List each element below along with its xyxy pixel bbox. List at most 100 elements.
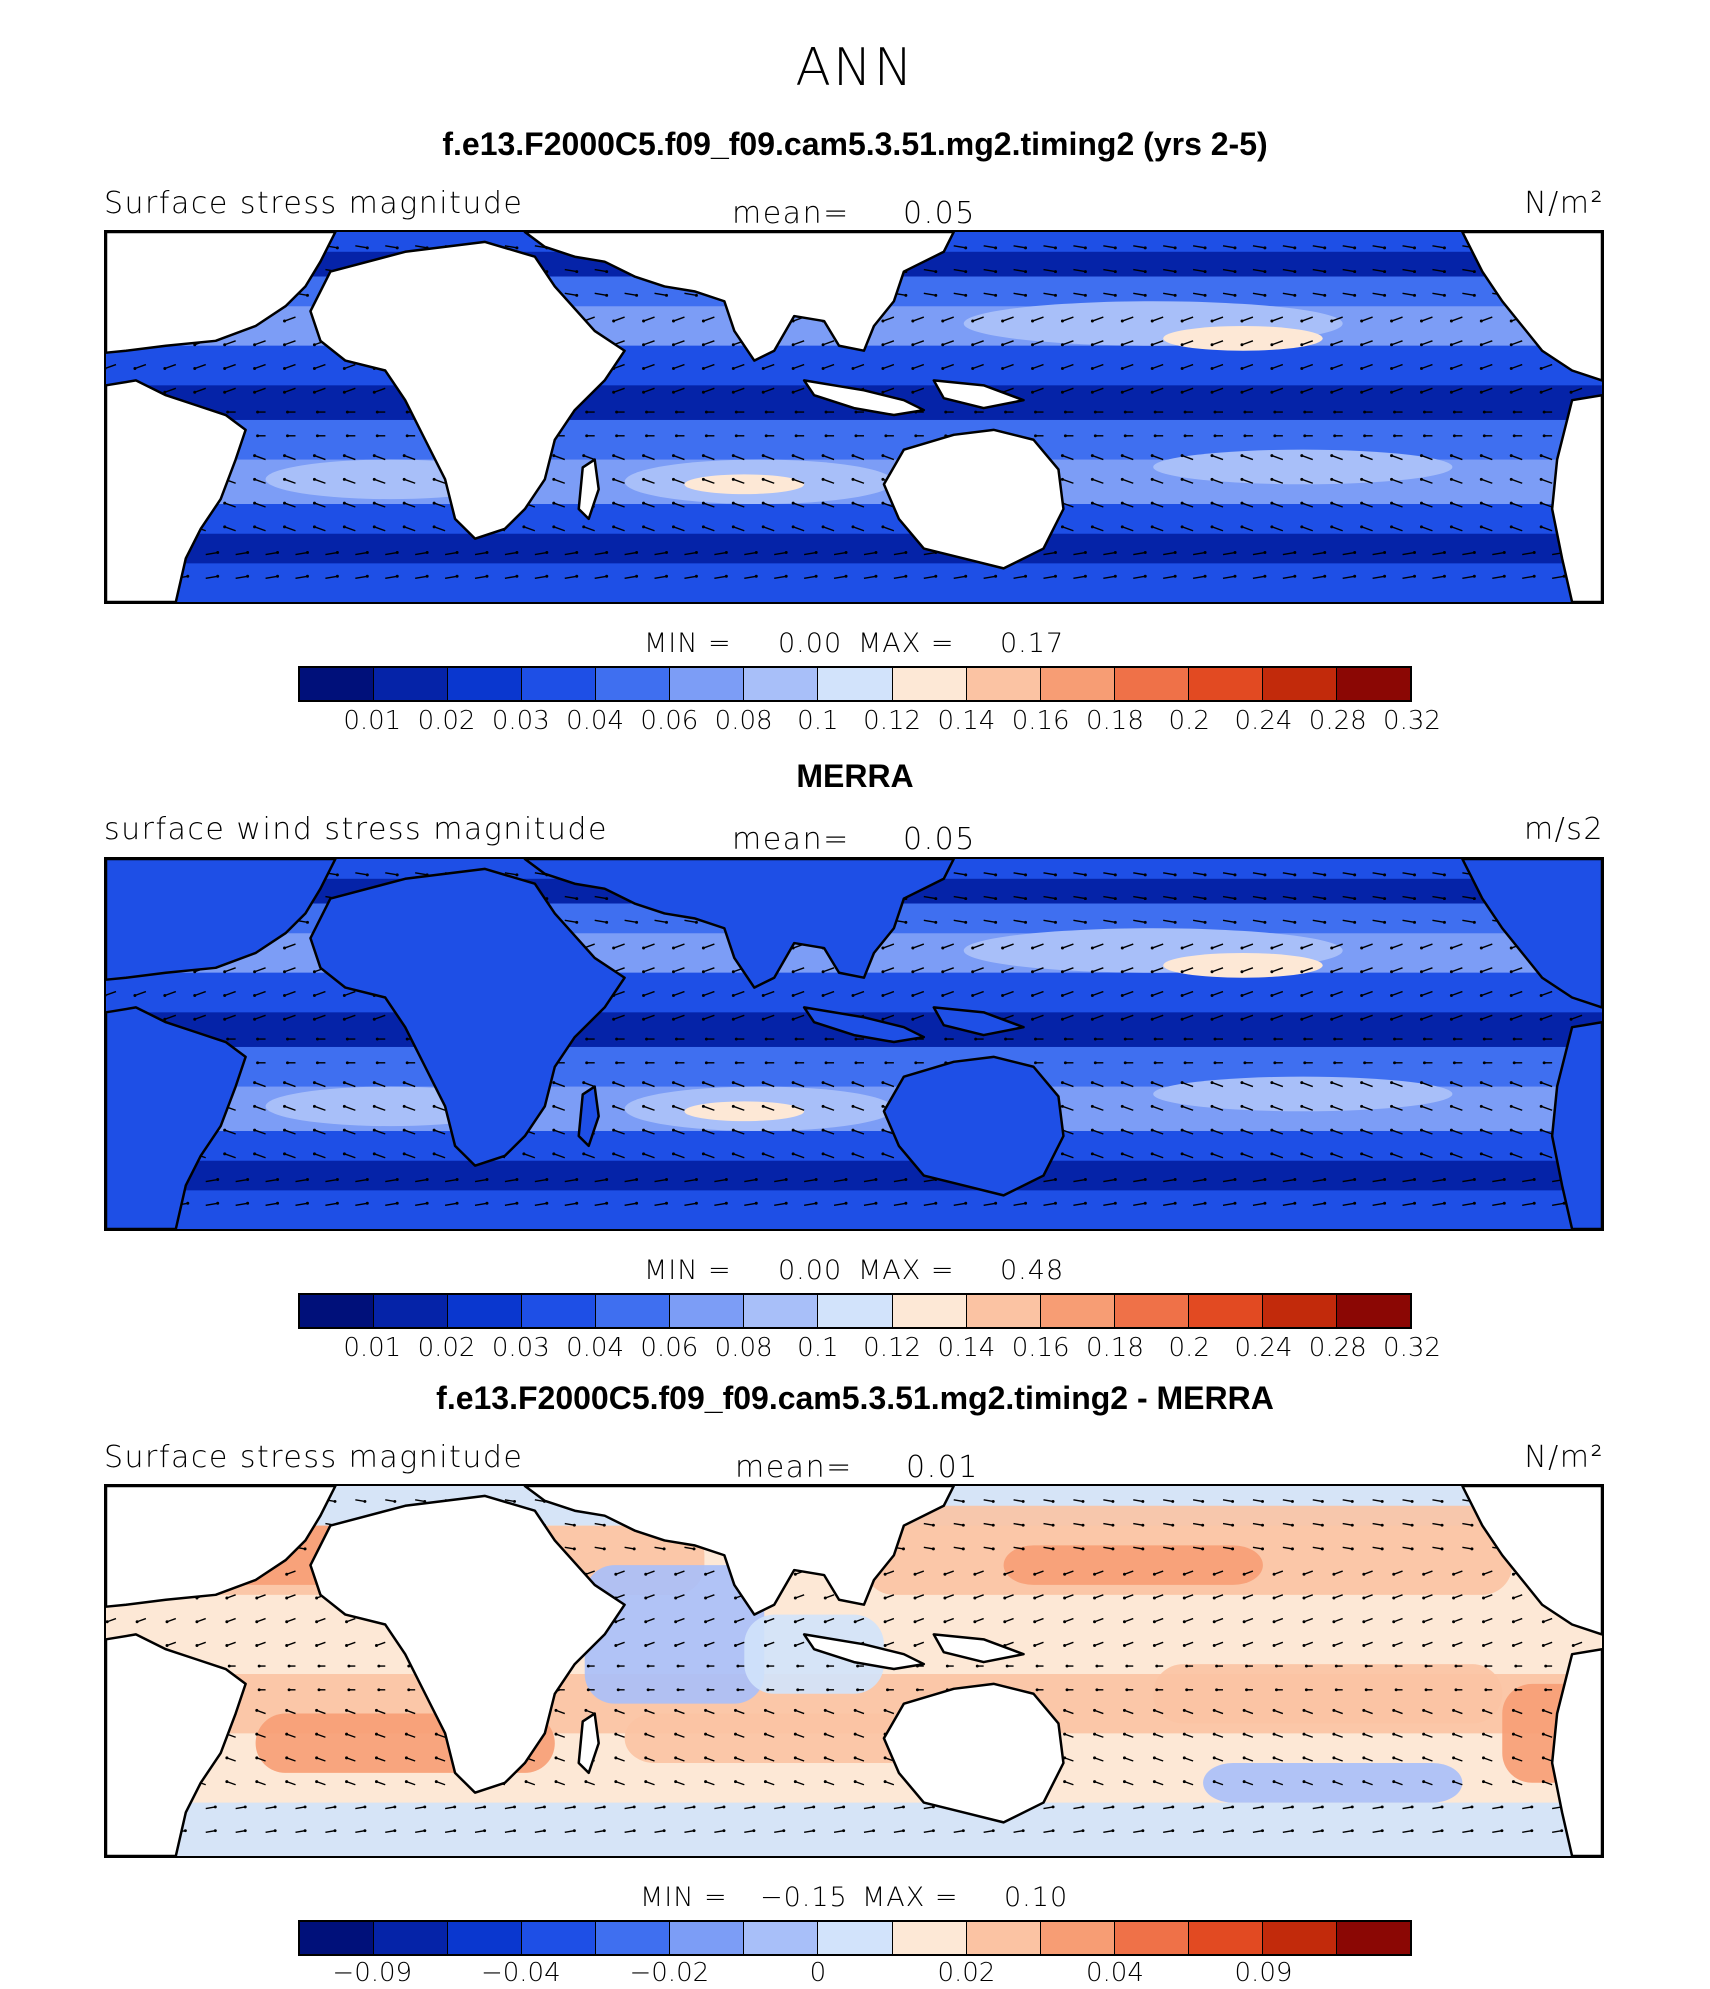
- colorbar-swatch: [1114, 1922, 1189, 1954]
- panel-2-min-value: 0.00: [778, 1255, 843, 1286]
- colorbar-tick-label: 0.28: [1308, 706, 1367, 736]
- colorbar-tick-label: 0.02: [417, 706, 476, 736]
- panel-3-variable-label: Surface stress magnitude: [104, 1440, 524, 1475]
- colorbar-tick-label: 0.02: [937, 1958, 996, 1988]
- panel-1-min-label: MIN =: [644, 628, 732, 659]
- panel-2-units: m/s2: [1523, 812, 1604, 847]
- colorbar-swatch: [448, 668, 523, 700]
- colorbar-swatch: [1262, 668, 1337, 700]
- panel-2-title: MERRA: [796, 758, 914, 794]
- colorbar-tick-label: 0.32: [1383, 1333, 1441, 1363]
- colorbar-tick-label: −0.09: [332, 1958, 413, 1988]
- panel-3-mean-value: 0.01: [906, 1450, 979, 1485]
- colorbar-tick-label: 0.2: [1168, 1333, 1210, 1363]
- colorbar-tick-label: 0.01: [343, 706, 402, 736]
- colorbar-swatch: [300, 1922, 375, 1954]
- colorbar-tick-label: 0.03: [491, 706, 550, 736]
- panel-2-colorbar: [298, 1293, 1412, 1329]
- colorbar-swatch: [522, 1295, 597, 1327]
- colorbar-swatch: [522, 1922, 597, 1954]
- panel-1-variable-label: Surface stress magnitude: [104, 186, 524, 221]
- colorbar-swatch: [1040, 1922, 1115, 1954]
- colorbar-tick-label: 0.24: [1234, 1333, 1293, 1363]
- colorbar-swatch: [966, 1922, 1041, 1954]
- colorbar-swatch: [374, 1922, 449, 1954]
- colorbar-swatch: [1336, 1295, 1410, 1327]
- panel-1-colorbar: [298, 666, 1412, 702]
- panel-2-variable-label: surface wind stress magnitude: [104, 812, 608, 847]
- panel-1-title: f.e13.F2000C5.f09_f09.cam5.3.51.mg2.timi…: [442, 126, 1268, 162]
- colorbar-swatch: [1188, 1922, 1263, 1954]
- colorbar-tick-label: 0.09: [1234, 1958, 1293, 1988]
- colorbar-tick-label: 0.28: [1308, 1333, 1367, 1363]
- colorbar-tick-label: 0.1: [797, 1333, 839, 1363]
- page-title: ANN: [795, 38, 915, 98]
- colorbar-swatch: [892, 1922, 967, 1954]
- panel-2-mean-value: 0.05: [903, 822, 976, 857]
- colorbar-tick-label: 0.12: [863, 1333, 922, 1363]
- colorbar-swatch: [596, 1295, 671, 1327]
- colorbar-swatch: [818, 1922, 893, 1954]
- colorbar-tick-label: 0.03: [491, 1333, 550, 1363]
- panel-1-max-value: 0.17: [1000, 628, 1065, 659]
- colorbar-tick-label: 0.14: [937, 1333, 996, 1363]
- colorbar-swatch: [744, 1922, 819, 1954]
- colorbar-swatch: [670, 1295, 745, 1327]
- colorbar-swatch: [374, 1295, 449, 1327]
- panel-1-mean-label: mean=: [732, 196, 850, 231]
- panel-3-mean-label: mean=: [735, 1450, 853, 1485]
- colorbar-swatch: [818, 668, 893, 700]
- colorbar-tick-label: 0.06: [640, 1333, 699, 1363]
- colorbar-tick-label: 0.04: [566, 706, 625, 736]
- panel-3-max-value: 0.10: [1004, 1882, 1069, 1913]
- colorbar-tick-label: 0.16: [1011, 706, 1070, 736]
- panel-3-max-label: MAX =: [862, 1882, 959, 1913]
- panel-1-units: N/m²: [1524, 186, 1604, 221]
- panel-3-min-value: −0.15: [760, 1882, 848, 1913]
- colorbar-swatch: [300, 668, 375, 700]
- colorbar-swatch: [596, 668, 671, 700]
- panel-1-map: [104, 230, 1604, 604]
- colorbar-tick-label: 0.24: [1234, 706, 1293, 736]
- colorbar-swatch: [1336, 668, 1410, 700]
- colorbar-swatch: [892, 1295, 967, 1327]
- colorbar-tick-label: 0.18: [1085, 1333, 1144, 1363]
- colorbar-tick-label: 0.02: [417, 1333, 476, 1363]
- colorbar-swatch: [1114, 668, 1189, 700]
- panel-3-map: [104, 1484, 1604, 1858]
- colorbar-swatch: [892, 668, 967, 700]
- panel-1-max-label: MAX =: [858, 628, 955, 659]
- colorbar-swatch: [1114, 1295, 1189, 1327]
- colorbar-swatch: [1040, 668, 1115, 700]
- colorbar-tick-label: 0.04: [1085, 1958, 1144, 1988]
- panel-2-min-label: MIN =: [644, 1255, 732, 1286]
- panel-2-max-value: 0.48: [1000, 1255, 1065, 1286]
- colorbar-tick-label: −0.02: [629, 1958, 710, 1988]
- colorbar-swatch: [1188, 668, 1263, 700]
- colorbar-swatch: [670, 1922, 745, 1954]
- colorbar-swatch: [744, 668, 819, 700]
- colorbar-swatch: [1188, 1295, 1263, 1327]
- colorbar-tick-label: 0: [809, 1958, 827, 1988]
- colorbar-tick-label: 0.04: [566, 1333, 625, 1363]
- panel-1-min-value: 0.00: [778, 628, 843, 659]
- colorbar-tick-label: 0.01: [343, 1333, 402, 1363]
- colorbar-swatch: [300, 1295, 375, 1327]
- colorbar-tick-label: 0.32: [1383, 706, 1441, 736]
- colorbar-swatch: [1262, 1922, 1337, 1954]
- colorbar-swatch: [448, 1922, 523, 1954]
- colorbar-tick-label: 0.2: [1168, 706, 1210, 736]
- colorbar-swatch: [448, 1295, 523, 1327]
- colorbar-tick-label: 0.08: [714, 1333, 773, 1363]
- colorbar-tick-label: 0.12: [863, 706, 922, 736]
- colorbar-swatch: [670, 668, 745, 700]
- colorbar-swatch: [522, 668, 597, 700]
- colorbar-swatch: [596, 1922, 671, 1954]
- colorbar-tick-label: −0.04: [480, 1958, 561, 1988]
- colorbar-swatch: [818, 1295, 893, 1327]
- colorbar-swatch: [1040, 1295, 1115, 1327]
- panel-3-units: N/m²: [1524, 1440, 1604, 1475]
- panel-3-title: f.e13.F2000C5.f09_f09.cam5.3.51.mg2.timi…: [436, 1380, 1274, 1416]
- panel-2-max-label: MAX =: [858, 1255, 955, 1286]
- colorbar-tick-label: 0.14: [937, 706, 996, 736]
